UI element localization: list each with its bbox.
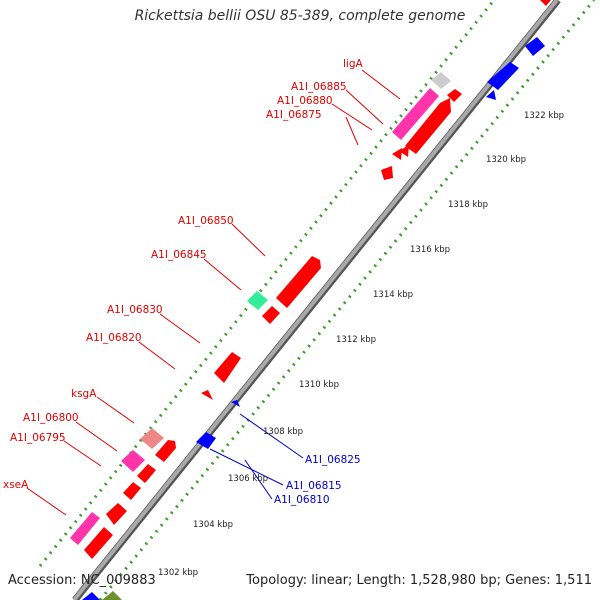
gene-A1I_06845[interactable] [262, 306, 280, 324]
label-A1I_06815[interactable]: A1I_06815 [286, 480, 342, 492]
label-A1I_06875[interactable]: A1I_06875 [266, 109, 322, 121]
forward-genes [70, 0, 551, 559]
leader-ligA [361, 69, 401, 100]
gene-A1I_06875-a[interactable] [381, 166, 393, 180]
leader-A1I_06815 [209, 448, 284, 486]
label-A1I_06880[interactable]: A1I_06880 [277, 95, 333, 107]
label-ksgA[interactable]: ksgA [71, 388, 97, 400]
gene-xseA[interactable] [70, 512, 100, 545]
scale-labels: 1302 kbp 1304 kbp 1306 kbp 1308 kbp 1310… [158, 111, 564, 578]
leader-A1I_06825 [239, 413, 304, 459]
gene-forward-2[interactable] [137, 464, 156, 483]
scale-label-1318: 1318 kbp [448, 200, 488, 210]
leader-A1I_06810 [244, 459, 273, 500]
gene-reverse-top[interactable] [525, 37, 545, 56]
genome-summary: Topology: linear; Length: 1,528,980 bp; … [246, 573, 592, 588]
label-A1I_06850[interactable]: A1I_06850 [178, 215, 234, 227]
label-A1I_06830[interactable]: A1I_06830 [107, 304, 163, 316]
leader-A1I_06850 [231, 223, 266, 257]
scale-label-1306: 1306 kbp [228, 474, 268, 484]
scale-label-1320: 1320 kbp [486, 155, 526, 165]
gene-green-feature[interactable] [247, 291, 268, 310]
scale-label-1316: 1316 kbp [410, 245, 450, 255]
gene-A1I_06795[interactable] [123, 482, 141, 500]
gene-top-right-red[interactable] [540, 0, 551, 6]
label-A1I_06820[interactable]: A1I_06820 [86, 332, 142, 344]
gene-A1I_06875-c[interactable] [399, 145, 409, 157]
accession-label: Accession: NC_009883 [8, 573, 156, 588]
label-ligA[interactable]: ligA [343, 58, 363, 70]
scale-label-1314: 1314 kbp [373, 290, 413, 300]
tick-track-reverse [98, 0, 596, 600]
gene-A1I_06885[interactable] [405, 98, 451, 154]
scale-label-1304: 1304 kbp [193, 520, 233, 530]
forward-gene-labels: ligA A1I_06885 A1I_06880 A1I_06875 A1I_0… [3, 58, 363, 491]
label-A1I_06845[interactable]: A1I_06845 [151, 249, 207, 261]
label-A1I_06810[interactable]: A1I_06810 [274, 494, 330, 506]
scale-label-1302: 1302 kbp [158, 568, 198, 578]
scale-label-1322: 1322 kbp [524, 111, 564, 121]
leader-ksgA [96, 396, 135, 424]
gene-A1I_06830[interactable] [214, 352, 241, 383]
leader-A1I_06830 [159, 313, 201, 344]
gene-ksgA[interactable] [140, 428, 164, 449]
gene-A1I_06825[interactable] [231, 400, 240, 407]
scale-label-1310: 1310 kbp [299, 380, 339, 390]
label-leaders [26, 69, 401, 516]
gene-forward-4[interactable] [84, 527, 113, 559]
gene-grey-feature[interactable] [431, 72, 451, 89]
gene-A1I_06850[interactable] [276, 256, 321, 308]
label-leaders-reverse [209, 413, 304, 500]
gene-A1I_06800[interactable] [121, 450, 145, 472]
gene-reverse-1322[interactable] [487, 62, 519, 90]
gene-A1I_06815[interactable] [196, 432, 216, 449]
gene-forward-1[interactable] [155, 440, 176, 462]
label-A1I_06825[interactable]: A1I_06825 [305, 454, 361, 466]
gene-reverse-1322-small[interactable] [486, 90, 496, 100]
leader-A1I_06795 [63, 440, 102, 467]
gene-ligA[interactable] [392, 88, 439, 140]
scale-label-1308: 1308 kbp [263, 427, 303, 437]
leader-A1I_06885 [345, 89, 384, 125]
leader-A1I_06880 [331, 103, 373, 131]
gene-bottom-blue[interactable] [82, 592, 100, 600]
leader-A1I_06800 [75, 421, 118, 452]
gene-A1I_06880[interactable] [447, 89, 462, 102]
leader-A1I_06875 [345, 116, 359, 146]
map-title: Rickettsia bellii OSU 85-389, complete g… [134, 8, 466, 24]
leader-A1I_06845 [203, 258, 242, 291]
gene-bottom-olive[interactable] [102, 591, 122, 600]
reverse-genes [82, 37, 545, 600]
label-A1I_06795[interactable]: A1I_06795 [10, 432, 66, 444]
leader-xseA [26, 487, 67, 516]
label-A1I_06800[interactable]: A1I_06800 [23, 412, 79, 424]
reverse-gene-labels: A1I_06825 A1I_06815 A1I_06810 [274, 454, 361, 506]
gene-forward-3[interactable] [106, 503, 127, 525]
gene-A1I_06875-b[interactable] [392, 148, 402, 160]
label-xseA[interactable]: xseA [3, 479, 29, 491]
scale-label-1312: 1312 kbp [336, 335, 376, 345]
tick-track-forward [38, 0, 496, 567]
backbone [72, 0, 559, 600]
leader-A1I_06820 [138, 341, 176, 370]
label-A1I_06885[interactable]: A1I_06885 [291, 81, 347, 93]
gene-A1I_06820[interactable] [201, 390, 213, 400]
